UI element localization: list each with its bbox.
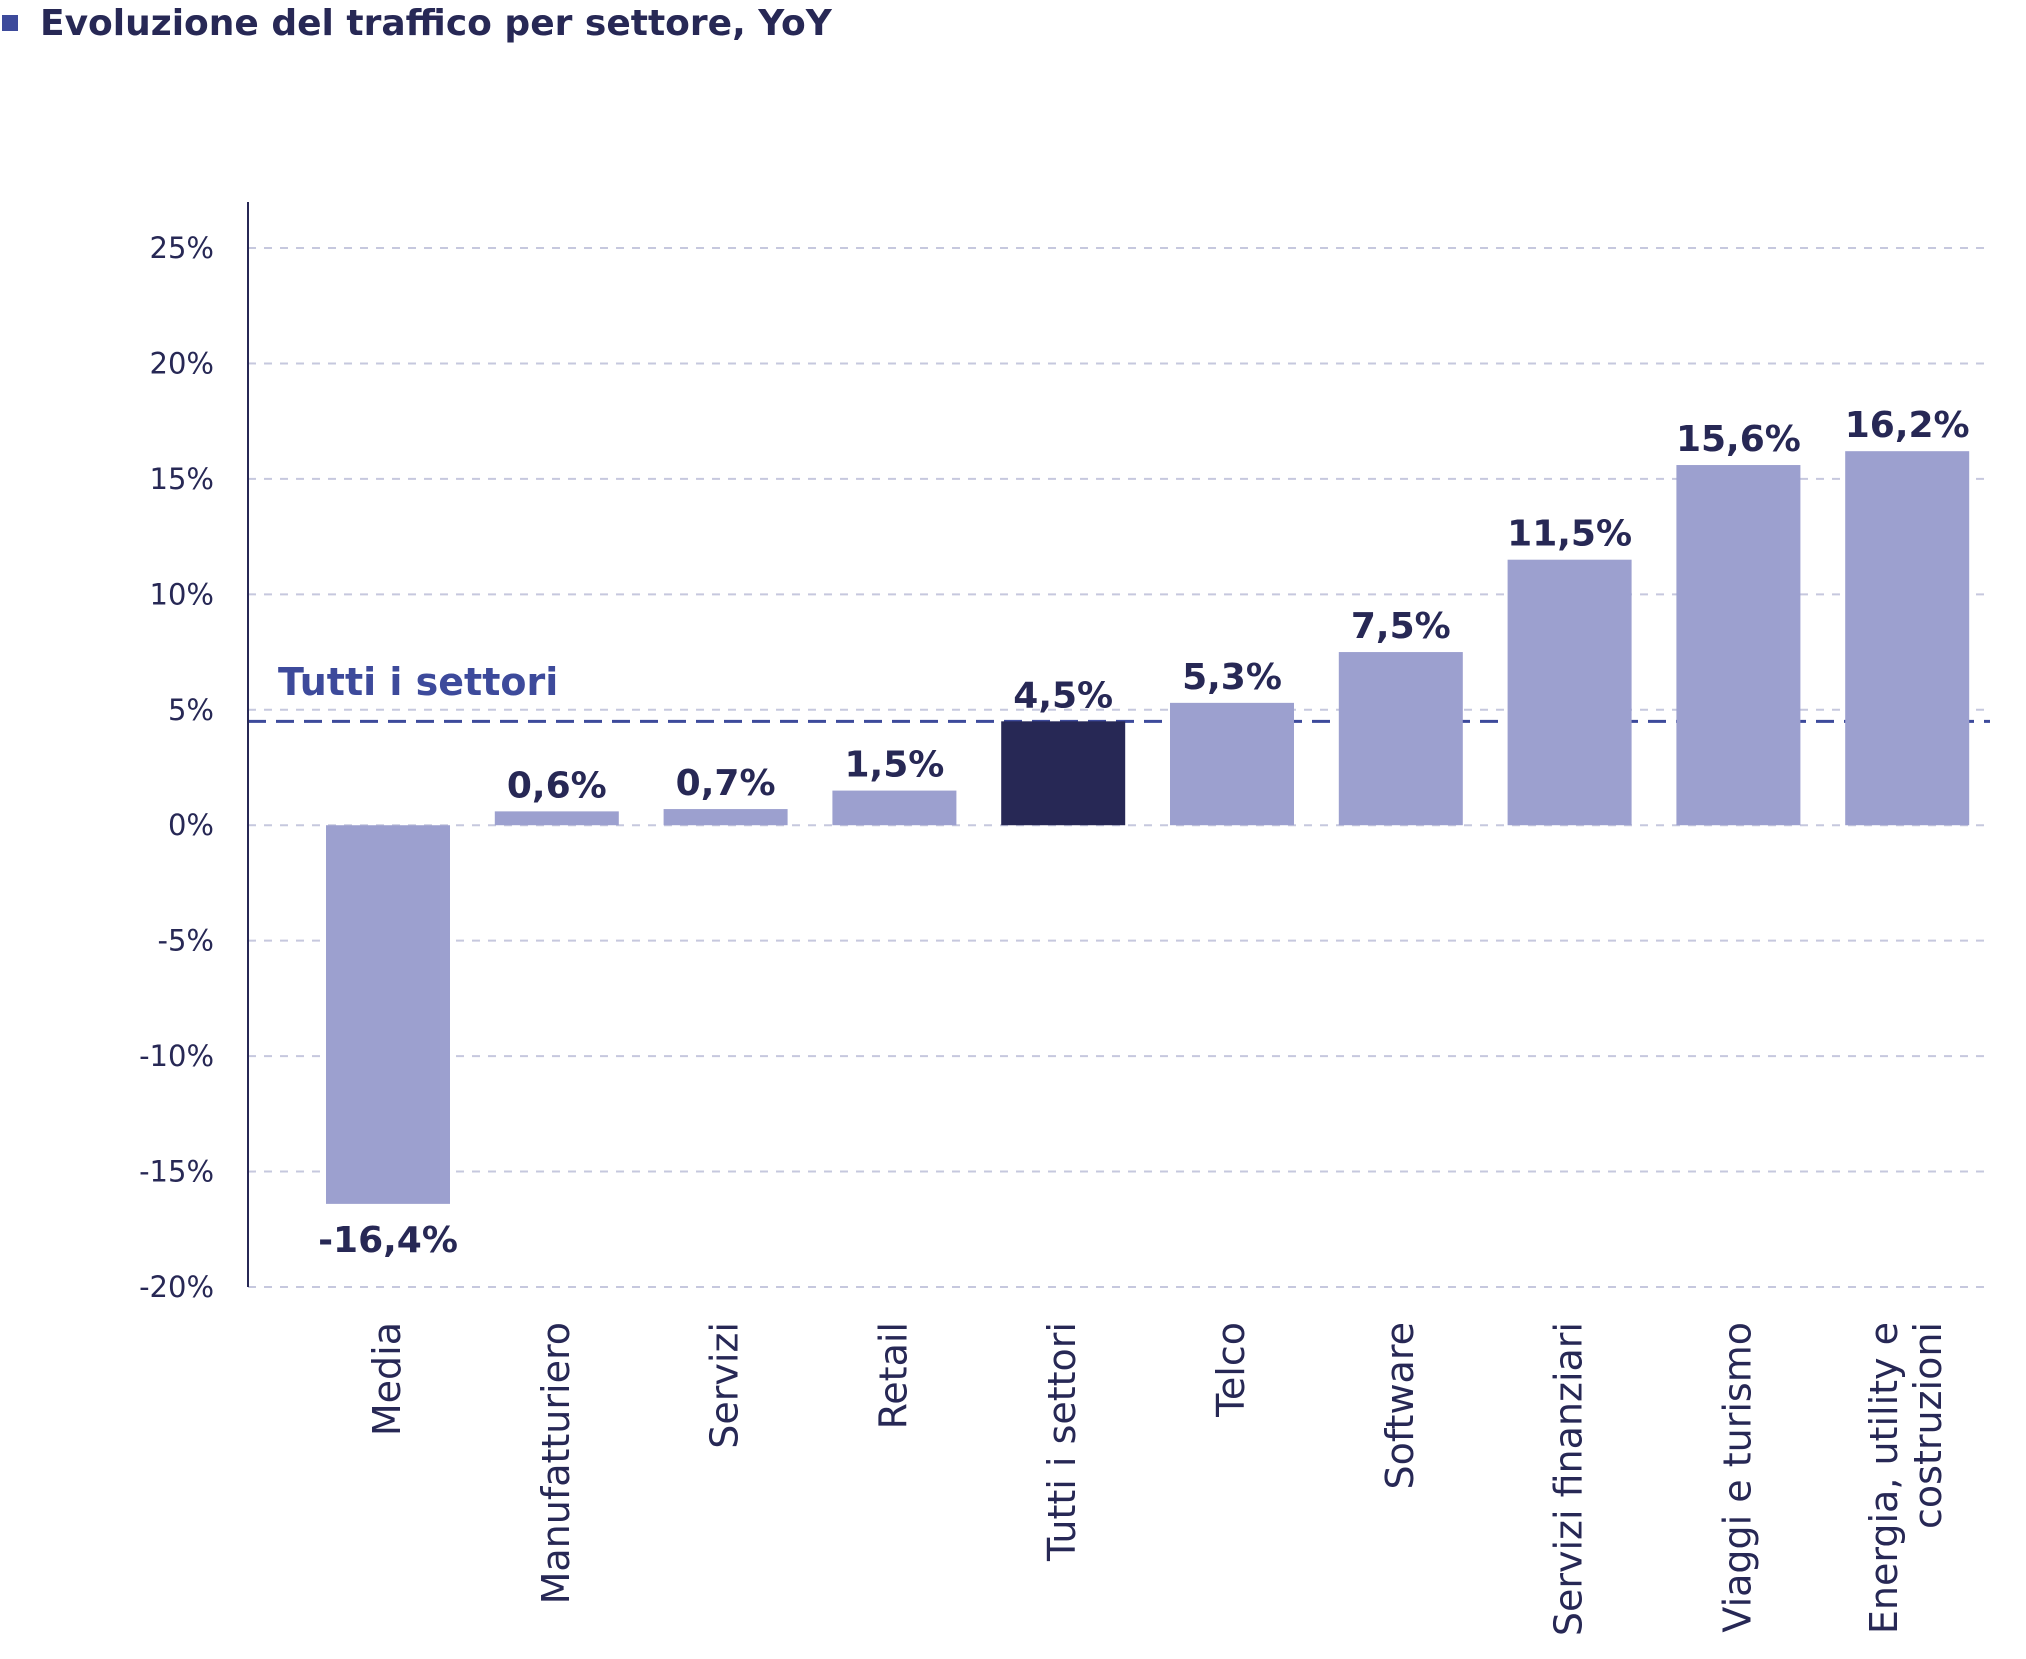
- y-tick-label: 25%: [150, 231, 214, 265]
- bar: [1338, 652, 1463, 826]
- bar: [494, 811, 619, 826]
- chart-header: Evoluzione del traffico per settore, YoY: [0, 0, 832, 46]
- category-label: Telco: [1209, 1322, 1253, 1418]
- category-label: costruzioni: [1906, 1322, 1950, 1529]
- category-label: Retail: [871, 1322, 915, 1429]
- data-label: 7,5%: [1351, 606, 1451, 647]
- title-marker: [2, 15, 18, 31]
- bar: [326, 825, 450, 1204]
- data-label: 16,2%: [1845, 405, 1970, 446]
- y-tick-label: -5%: [158, 924, 214, 958]
- category-labels: Media Manufatturiero Servizi Retail Tutti i …: [365, 1322, 1950, 1636]
- y-tick-label: 5%: [168, 693, 214, 727]
- y-tick-label: 20%: [150, 346, 214, 380]
- category-label: Servizi: [703, 1322, 747, 1449]
- y-tick-label: 10%: [150, 577, 214, 611]
- chart-title: Evoluzione del traffico per settore, YoY: [40, 2, 832, 44]
- category-label: Software: [1378, 1322, 1422, 1490]
- category-label: Energia, utility e: [1862, 1322, 1906, 1634]
- bar: [663, 809, 788, 826]
- bar: [1676, 465, 1801, 826]
- data-label: 1,5%: [844, 745, 944, 786]
- data-label: 0,6%: [507, 765, 607, 806]
- y-tick-label: -10%: [139, 1039, 214, 1073]
- category-label: Viaggi e turismo: [1715, 1322, 1759, 1633]
- data-label: 11,5%: [1507, 514, 1632, 555]
- bar: [832, 790, 957, 826]
- category-label: Servizi finanziari: [1547, 1322, 1591, 1636]
- y-tick-label: 0%: [168, 808, 214, 842]
- bars: [326, 451, 1970, 1204]
- data-label: 4,5%: [1013, 675, 1113, 716]
- reference-line-label: Tutti i settori: [278, 660, 558, 704]
- bar: [1170, 702, 1294, 826]
- data-labels: -16,4% 0,6% 0,7% 1,5% 4,5% 5,3% 7,5% 11,5% 15,6%…: [318, 405, 1970, 1261]
- category-label: Tutti i settori: [1040, 1322, 1084, 1562]
- bar: [1001, 721, 1126, 826]
- bar: [1507, 559, 1632, 826]
- y-tick-label: -15%: [139, 1155, 214, 1189]
- category-label: Media: [365, 1322, 409, 1436]
- y-tick-label: -20%: [139, 1270, 214, 1304]
- data-label: -16,4%: [318, 1220, 458, 1261]
- data-label: 5,3%: [1182, 657, 1282, 698]
- bar: [1845, 451, 1970, 826]
- y-axis: 25% 20% 15% 10% 5% 0% -5% -10% -15% -20%: [139, 202, 249, 1304]
- y-tick-label: 15%: [150, 462, 214, 496]
- category-label: Manufatturiero: [534, 1322, 578, 1604]
- data-label: 15,6%: [1676, 419, 1801, 460]
- data-label: 0,7%: [676, 763, 776, 804]
